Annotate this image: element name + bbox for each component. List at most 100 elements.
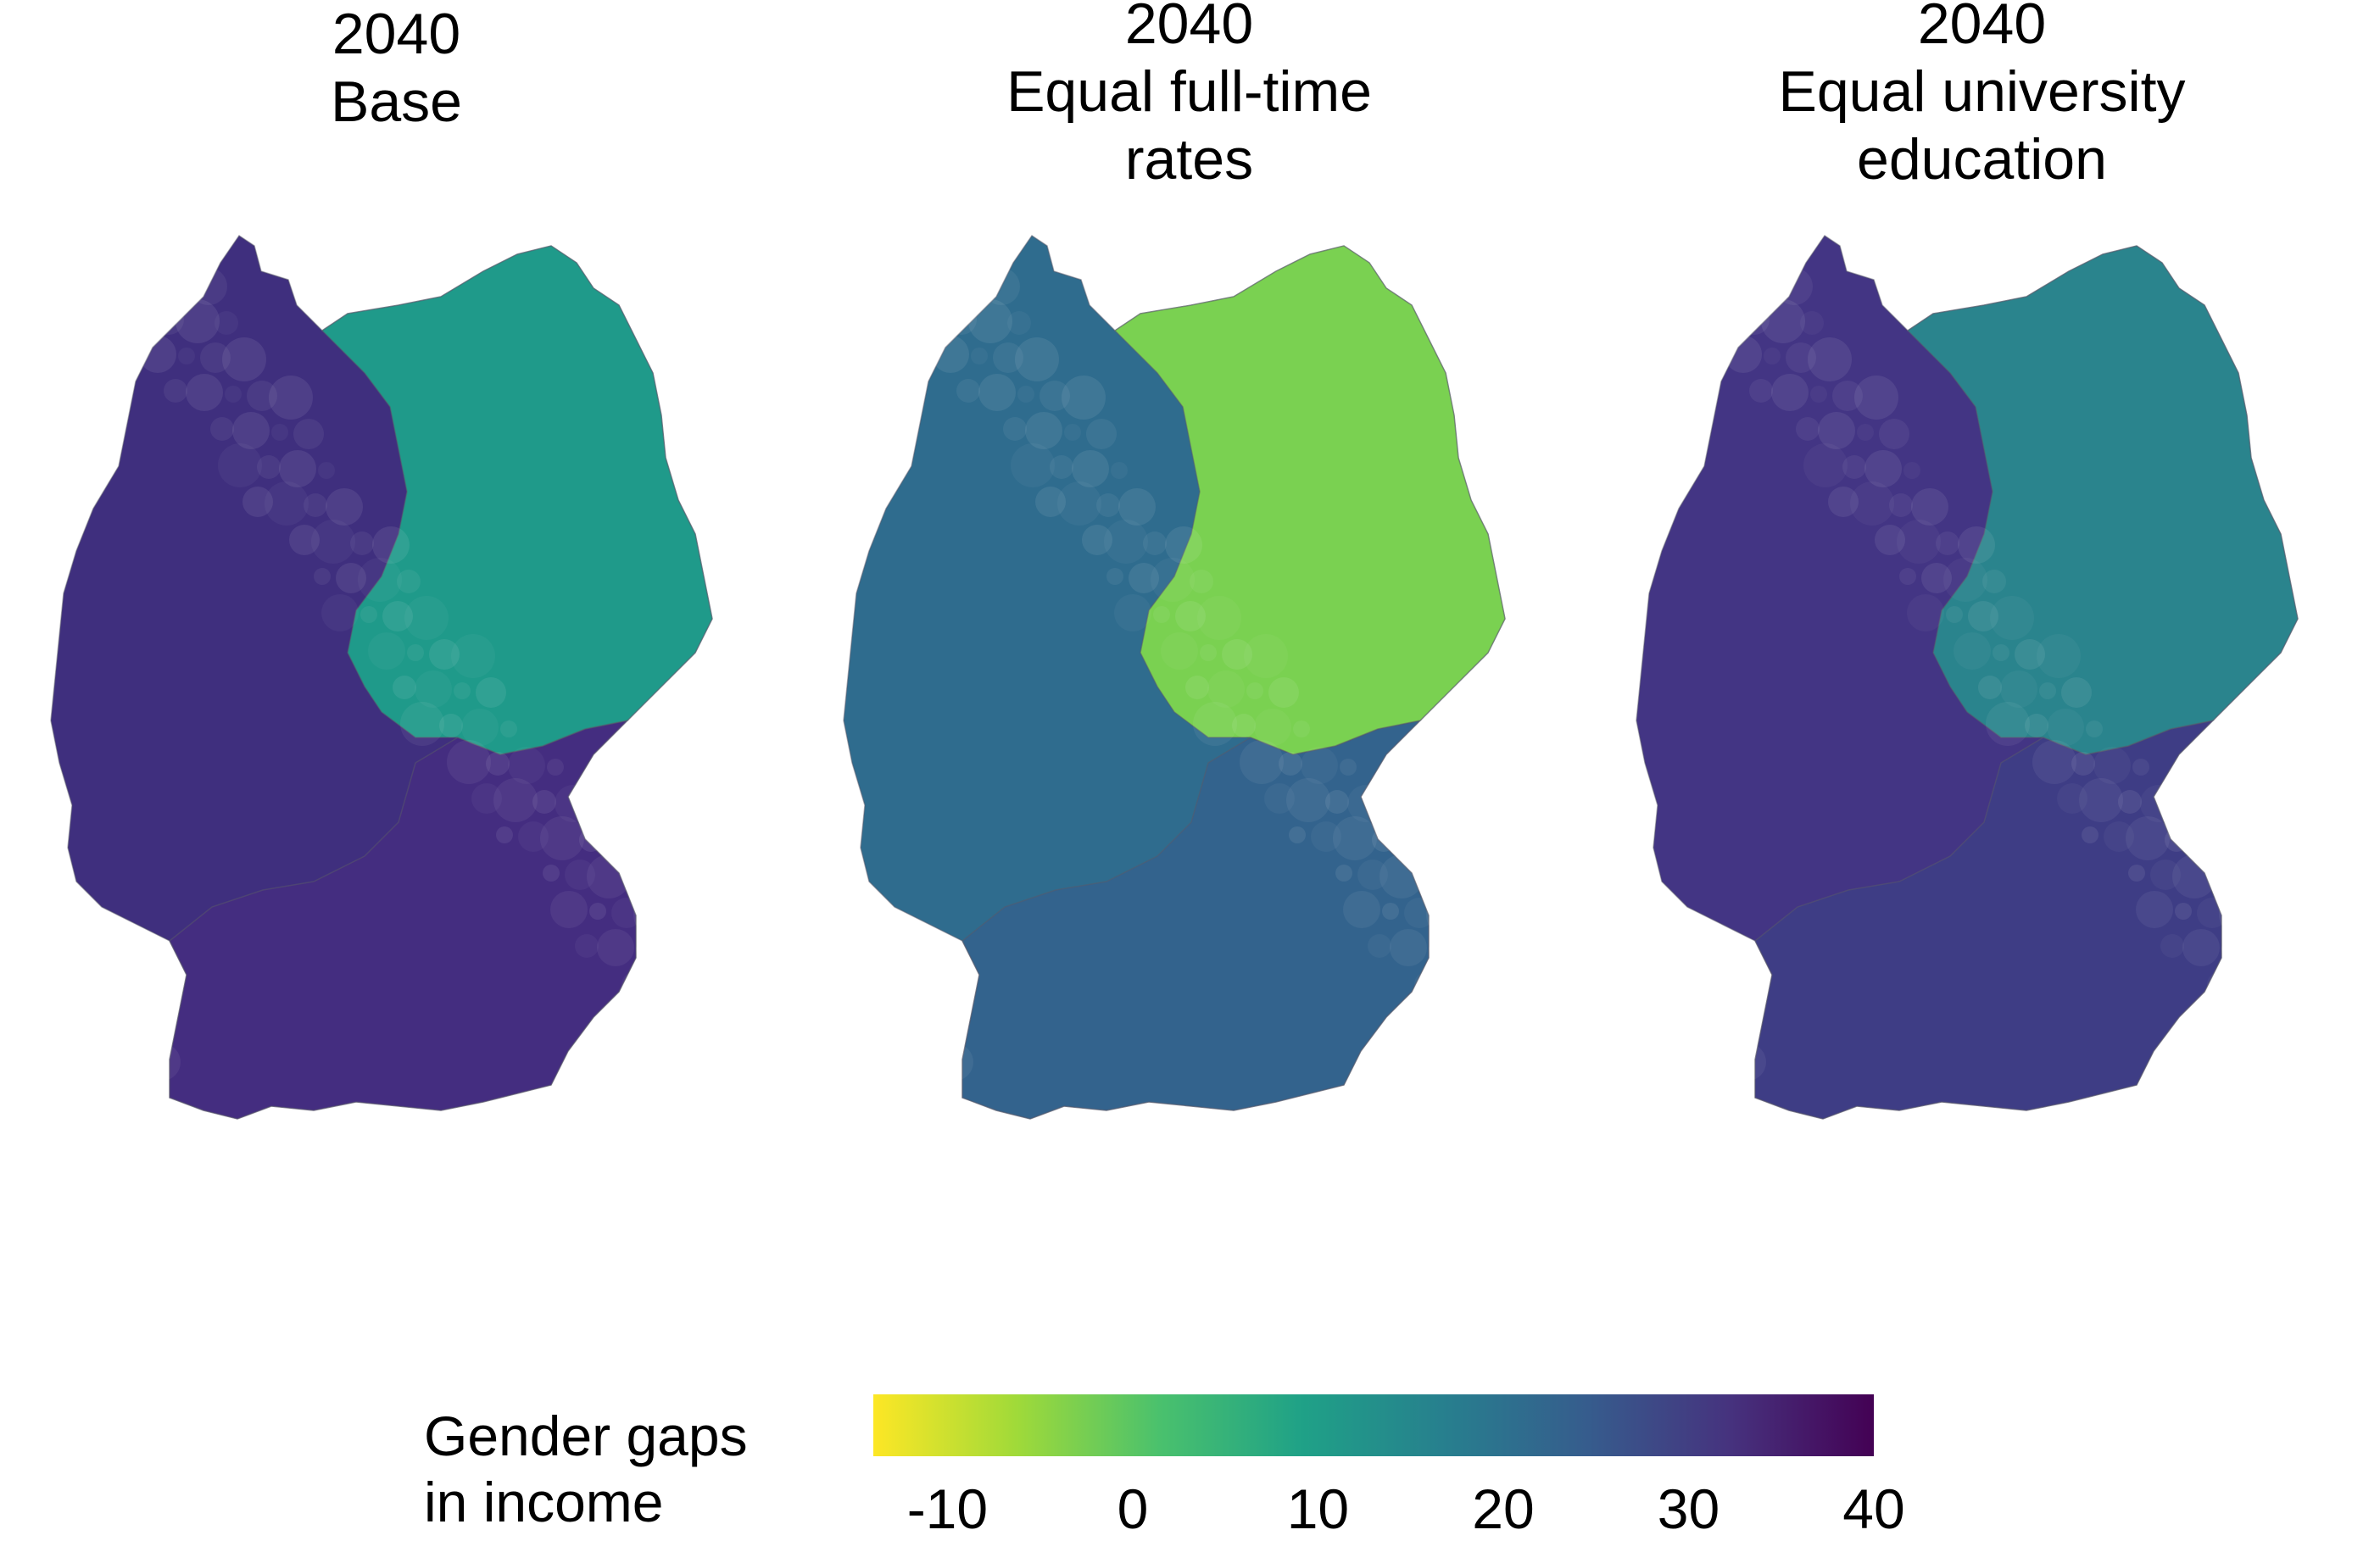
district-shade [2140,785,2177,822]
region-south [169,719,637,1120]
district-shade [97,1005,134,1043]
district-shade [936,1043,973,1081]
district-shade [2000,670,2037,708]
germany-map-equal-full-time [843,234,1506,1120]
district-shade [1451,936,1481,966]
district-shade [2126,816,2170,860]
district-shade [2207,972,2231,996]
district-shade [1828,487,1859,517]
district-shade [2047,709,2084,746]
district-shade [2215,999,2259,1043]
district-shade [1082,525,1112,555]
district-shade [1978,676,2002,699]
district-shade [1818,412,1855,449]
district-shade [922,261,966,305]
district-shade [2254,1010,2277,1034]
district-shade [136,1017,153,1034]
district-shade [1185,676,1209,699]
district-shade [215,311,238,335]
district-shade [875,1037,919,1081]
district-shade [1897,520,1941,564]
district-shade [2015,639,2045,670]
district-shade [532,790,556,814]
district-shade [429,639,460,670]
district-shade [461,709,499,746]
district-shade [2093,747,2131,784]
district-shade [321,594,359,631]
district-shade [2039,682,2056,699]
legend-tick-label: 20 [1472,1477,1535,1540]
district-shade [1190,570,1213,593]
district-shade [1429,941,1446,958]
district-shade [1035,487,1066,517]
district-shade [247,381,277,411]
district-shade [451,634,495,678]
district-shade [1254,709,1291,746]
district-shade [1764,348,1781,364]
panel-title-scenario: Equal university [1778,59,2186,124]
district-shade [1293,720,1310,737]
district-shade [1990,596,2034,640]
district-shade [1404,898,1435,928]
district-shade [993,342,1023,373]
district-shade [611,898,642,928]
district-shade [1153,606,1170,623]
district-shade [589,903,606,920]
district-shade [1325,790,1349,814]
district-shade [900,266,930,297]
district-shade [956,379,980,403]
district-shade [1903,462,1920,479]
district-shade [597,929,634,966]
district-shade [1946,606,1963,623]
district-shade [668,1010,692,1034]
panel-title-scenario-cont: rates [1124,127,1254,192]
district-shade [1803,443,1848,487]
district-shade [1161,632,1198,670]
panel-equal-full-time: 2040 Equal full-time rates [793,0,1586,1204]
district-shade [1943,558,1987,602]
district-shade [1982,570,2006,593]
district-shade [2182,929,2220,966]
district-shade [2160,934,2184,958]
district-shade [540,816,584,860]
district-shade [550,891,588,928]
legend-title: Gender gaps in income [424,1403,748,1535]
district-shade [1382,903,1399,920]
district-shade [439,714,463,737]
panel-title: 2040 Base [0,0,793,136]
district-shade [1264,783,1295,814]
panel-title-scenario: Base [331,70,462,134]
district-shade [2221,941,2238,958]
district-shade [1072,450,1109,487]
district-shade [2229,967,2266,1004]
district-shade [2025,714,2048,737]
district-shade [1461,1010,1485,1034]
district-shade [311,520,355,564]
district-shade [1040,381,1070,411]
district-shade [878,271,895,288]
district-shade [2032,740,2076,784]
district-shade [1268,677,1299,708]
district-shade [928,1017,945,1034]
legend-tick-label: -10 [906,1477,989,1540]
district-shade [218,443,262,487]
district-shade [404,596,449,640]
district-shade [1753,273,1777,297]
district-shade [1414,972,1438,996]
legend-title-line2: in income [424,1471,664,1533]
district-shade [1057,481,1101,526]
district-shade [178,348,195,364]
district-shade [232,412,270,449]
district-shade [626,866,649,890]
legend-tick-label: 10 [1286,1477,1350,1540]
district-shade [1104,520,1148,564]
district-shade [1064,424,1081,441]
district-shade [1340,759,1357,776]
district-shade [555,785,592,822]
district-shade [658,936,688,966]
panel-title-scenario: Equal full-time [1006,59,1372,124]
district-shade [1193,702,1237,746]
district-shade [1232,714,1256,737]
district-shade [1936,531,1959,555]
district-shade [350,531,374,555]
